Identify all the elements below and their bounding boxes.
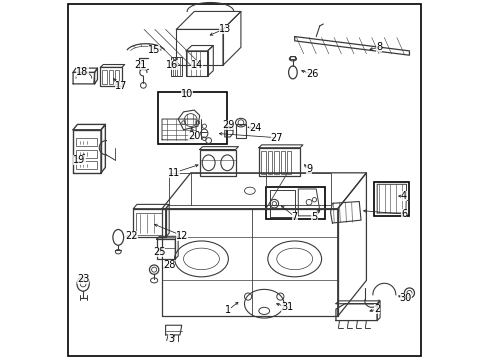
Bar <box>136 213 162 234</box>
Bar <box>102 69 106 84</box>
Text: 4: 4 <box>400 191 407 201</box>
Text: 26: 26 <box>306 69 318 79</box>
Bar <box>133 209 165 237</box>
Bar <box>176 30 223 65</box>
Bar <box>158 92 226 144</box>
Bar <box>100 67 122 86</box>
Bar <box>373 182 408 216</box>
Bar <box>108 69 113 84</box>
Bar <box>199 149 235 176</box>
Bar <box>185 51 207 76</box>
Bar <box>261 151 265 174</box>
Text: 23: 23 <box>77 274 89 284</box>
Text: 16: 16 <box>165 60 178 70</box>
Text: 11: 11 <box>167 168 180 178</box>
Text: 12: 12 <box>175 231 187 240</box>
Text: 15: 15 <box>148 45 160 55</box>
Text: 21: 21 <box>134 60 146 70</box>
Text: 9: 9 <box>305 164 311 174</box>
Text: 14: 14 <box>191 60 203 70</box>
Bar <box>286 151 291 174</box>
Text: 25: 25 <box>153 247 165 257</box>
Text: 17: 17 <box>114 81 127 91</box>
Bar <box>76 161 97 169</box>
Text: 18: 18 <box>76 67 88 77</box>
Bar <box>171 57 182 76</box>
Text: 2: 2 <box>373 304 380 314</box>
Bar <box>235 124 246 138</box>
Bar <box>76 138 97 146</box>
Text: 6: 6 <box>400 209 407 219</box>
Text: 24: 24 <box>248 123 261 133</box>
Bar <box>290 56 295 59</box>
Text: 10: 10 <box>181 89 193 99</box>
Bar <box>265 187 325 220</box>
Text: 7: 7 <box>291 212 297 221</box>
Bar <box>115 69 119 84</box>
Text: 5: 5 <box>311 212 317 221</box>
Text: 8: 8 <box>375 42 381 52</box>
Bar <box>156 239 175 259</box>
Text: 19: 19 <box>73 155 85 165</box>
Text: 1: 1 <box>225 305 231 315</box>
Text: 22: 22 <box>125 231 138 240</box>
Text: 29: 29 <box>222 121 234 130</box>
Text: 20: 20 <box>188 131 200 141</box>
Text: 31: 31 <box>281 302 293 312</box>
Text: 27: 27 <box>270 133 283 143</box>
Bar <box>76 150 97 158</box>
Bar <box>267 151 271 174</box>
Text: 13: 13 <box>218 24 230 34</box>
Text: 30: 30 <box>399 293 411 303</box>
Bar <box>280 151 285 174</box>
Bar <box>274 151 278 174</box>
Bar <box>169 173 330 205</box>
Bar <box>258 148 300 176</box>
Text: 28: 28 <box>163 260 175 270</box>
Text: 3: 3 <box>167 333 174 343</box>
